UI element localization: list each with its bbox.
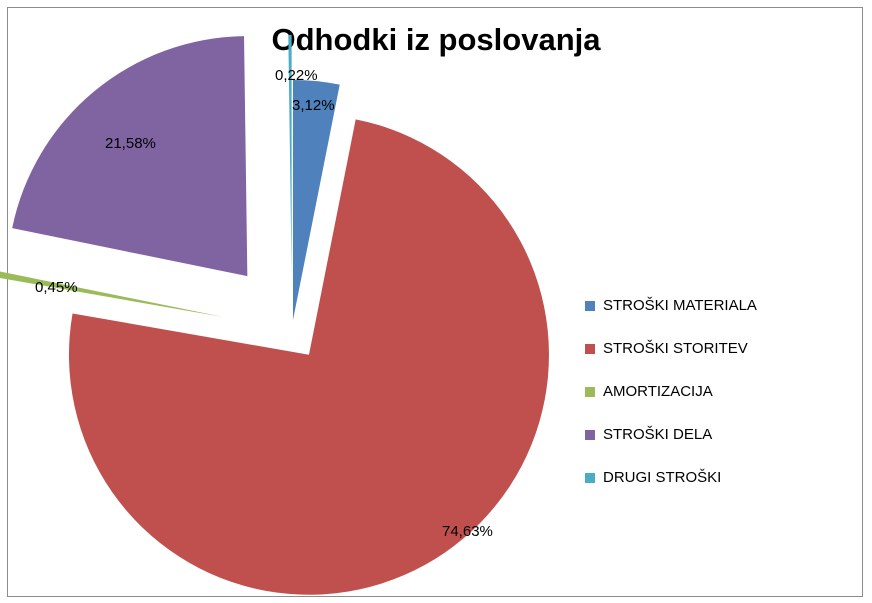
pie-slice-drugi <box>288 35 292 276</box>
legend-label: AMORTIZACIJA <box>603 383 713 400</box>
pie-slice-storitev <box>68 119 549 595</box>
legend-label: DRUGI STROŠKI <box>603 469 722 486</box>
pie-slice-amortizacija <box>0 271 224 317</box>
pie-slice-materiala <box>292 80 340 321</box>
data-label-drugi: 0,22% <box>275 67 318 84</box>
legend-label: STROŠKI DELA <box>603 426 713 443</box>
legend-swatch <box>585 300 595 311</box>
legend: STROŠKI MATERIALA STROŠKI STORITEV AMORTIZ… <box>585 284 757 499</box>
chart-title: Odhodki iz poslovanja <box>271 22 601 57</box>
legend-item-materiala: STROŠKI MATERIALA <box>585 284 757 327</box>
legend-label: STROŠKI MATERIALA <box>603 297 757 314</box>
legend-item-storitev: STROŠKI STORITEV <box>585 327 757 370</box>
legend-swatch <box>585 386 595 397</box>
legend-swatch <box>585 343 595 354</box>
data-label-amortizacija: 0,45% <box>35 279 78 296</box>
data-label-materiala: 3,12% <box>292 97 335 114</box>
legend-item-dela: STROŠKI DELA <box>585 413 757 456</box>
data-label-storitev: 74,63% <box>442 523 493 540</box>
legend-item-amortizacija: AMORTIZACIJA <box>585 370 757 413</box>
legend-swatch <box>585 472 595 483</box>
data-label-dela: 21,58% <box>105 135 156 152</box>
legend-swatch <box>585 429 595 440</box>
legend-label: STROŠKI STORITEV <box>603 340 748 357</box>
pie-slice-dela <box>12 36 248 277</box>
legend-item-drugi: DRUGI STROŠKI <box>585 456 757 499</box>
